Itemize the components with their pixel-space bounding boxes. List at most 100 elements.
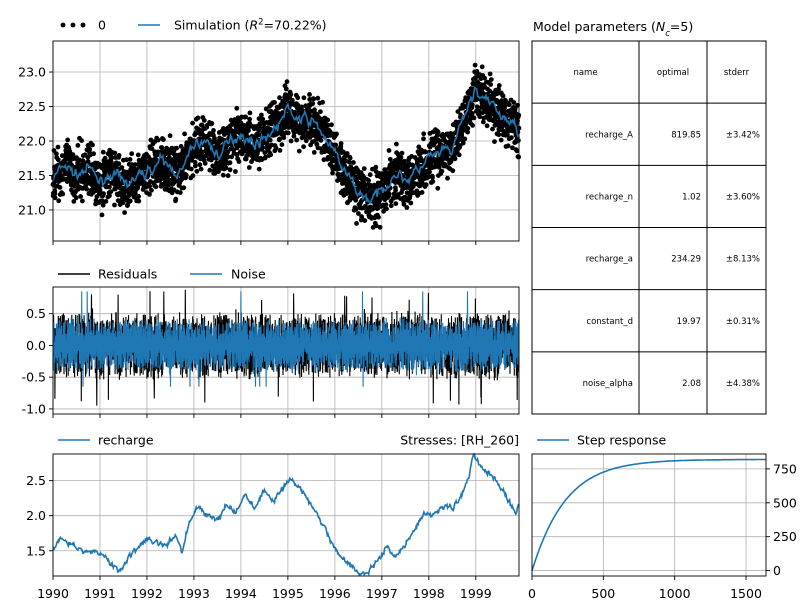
- observed-point: [279, 142, 285, 148]
- observed-point: [100, 202, 106, 208]
- observed-point: [55, 157, 61, 163]
- observed-point: [325, 122, 331, 128]
- observed-point: [122, 210, 127, 216]
- observed-point: [301, 144, 306, 150]
- legend-dot-marker: [80, 22, 86, 28]
- y-tick-label: 2.5: [26, 473, 46, 488]
- residuals-yticks: -1.0 -0.5 0.0 0.5: [22, 306, 53, 416]
- observed-point: [147, 183, 153, 189]
- observed-point: [394, 141, 399, 147]
- observed-point: [505, 143, 511, 149]
- y-tick-label: 22.5: [18, 99, 46, 114]
- observed-point: [496, 86, 501, 92]
- observed-point: [52, 191, 58, 197]
- observed-point: [195, 115, 201, 121]
- y-tick-label: 1.5: [26, 543, 46, 558]
- y-tick-label: 0.5: [26, 306, 46, 321]
- table-cell: ±0.31%: [726, 317, 760, 327]
- observed-point: [142, 156, 148, 162]
- observed-point: [469, 111, 475, 116]
- step-xticks: 0 500 1000 1500: [528, 576, 762, 601]
- observed-point: [127, 198, 133, 204]
- simulation-line: [52, 86, 520, 205]
- step-legend: Step response: [537, 433, 667, 448]
- observed-point: [386, 148, 392, 153]
- observed-point: [242, 148, 247, 154]
- observed-point: [512, 106, 518, 111]
- observed-point: [277, 136, 282, 142]
- observed-point: [387, 156, 393, 162]
- observed-point: [147, 192, 152, 197]
- observed-point: [291, 133, 297, 139]
- observed-point: [367, 172, 373, 178]
- stress-legend: recharge Stresses: [RH_260]: [58, 433, 519, 448]
- observed-point: [311, 150, 317, 155]
- table-cell: ±4.38%: [726, 379, 760, 389]
- step-response-line: [531, 458, 766, 571]
- fit-yticks: 21.0 21.5 22.0 22.5 23.0: [18, 65, 53, 217]
- params-table: Model parameters (Nc=5) name optimal stder…: [531, 19, 767, 415]
- observed-point: [502, 109, 508, 115]
- observed-point: [448, 159, 454, 164]
- observed-point: [496, 127, 502, 133]
- observed-point: [79, 138, 84, 144]
- observed-point: [246, 165, 252, 170]
- observed-point: [192, 159, 198, 165]
- y-tick-label: 21.0: [18, 202, 46, 217]
- observed-point: [112, 150, 118, 156]
- observed-point: [103, 199, 109, 204]
- table-cell: ±3.60%: [726, 192, 760, 202]
- observed-point: [393, 187, 398, 193]
- step-grid: [531, 454, 766, 576]
- observed-point: [283, 86, 289, 92]
- table-header-cell: name: [573, 68, 597, 78]
- observed-point: [472, 62, 478, 68]
- observed-point: [211, 127, 216, 133]
- observed-point: [474, 69, 480, 74]
- table-header-cell: stderr: [724, 68, 750, 78]
- observed-point: [496, 132, 502, 138]
- observed-point: [377, 224, 383, 230]
- observed-point: [108, 189, 114, 195]
- observed-point: [325, 117, 331, 123]
- observed-point: [439, 168, 445, 174]
- step-panel: 0 250 500 750 0 500 1000 1500 Step response: [528, 433, 797, 602]
- observed-point: [465, 129, 470, 135]
- observed-point: [212, 135, 217, 141]
- y-tick-label: 2.0: [26, 508, 46, 523]
- observed-point: [284, 79, 290, 85]
- observed-point: [60, 191, 66, 197]
- observed-point: [70, 152, 76, 158]
- fit-legend: 0 Simulation (R2=70.22%): [60, 18, 327, 33]
- stress-xticks: 1990 1991 1992 1993 1994 1995 1996 1997 1998 1999: [37, 576, 492, 601]
- observed-point: [509, 135, 514, 141]
- observed-point: [318, 137, 324, 143]
- observed-point: [460, 140, 466, 146]
- observed-point: [368, 182, 373, 188]
- observed-point: [262, 150, 268, 156]
- observed-point: [393, 201, 399, 207]
- observed-point: [256, 116, 262, 122]
- observed-point: [511, 100, 517, 105]
- fit-xticks: [52, 241, 477, 245]
- observed-point: [220, 172, 226, 178]
- observed-point: [263, 106, 269, 112]
- observed-point: [295, 95, 301, 101]
- x-tick-label: 1999: [460, 586, 492, 601]
- table-cell: 1.02: [682, 192, 701, 202]
- observed-point: [470, 123, 475, 128]
- legend-recharge-label: recharge: [98, 433, 154, 448]
- observed-point: [107, 184, 112, 190]
- table-cell: ±8.13%: [726, 255, 760, 265]
- observed-point: [199, 122, 205, 128]
- observed-point: [255, 148, 261, 154]
- observed-point: [80, 198, 85, 204]
- stress-frame: [52, 453, 520, 577]
- observed-point: [116, 153, 122, 158]
- observed-point: [188, 166, 194, 172]
- observed-point: [492, 139, 497, 145]
- observed-point: [107, 193, 112, 199]
- observed-point: [124, 157, 129, 163]
- observed-point: [201, 118, 207, 123]
- legend-residuals-label: Residuals: [98, 267, 157, 282]
